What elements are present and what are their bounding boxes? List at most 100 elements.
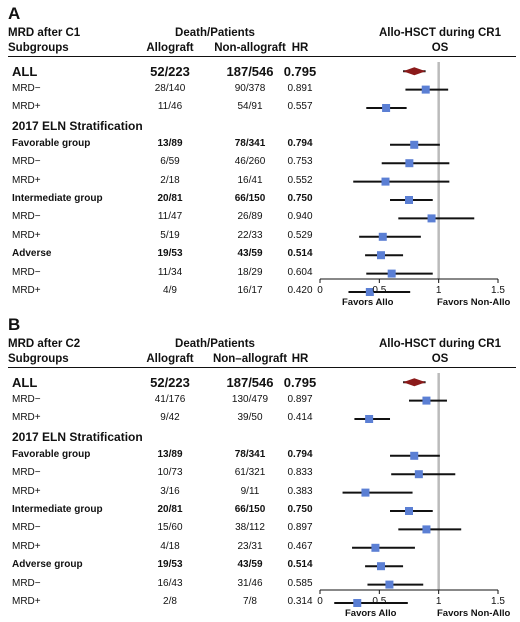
row-allo: 3/16 [160,485,180,497]
x-tick-label: 0 [317,596,323,607]
x-tick-label: 0.5 [372,596,386,607]
row-hr: 0.420 [287,285,313,296]
header-right-title: Allo-HSCT during CR1 [378,27,502,39]
row-label: Favorable group [12,448,91,460]
row-nonallo: 43/59 [237,248,263,260]
hr-square [371,543,380,552]
row-label: MRD− [12,393,41,405]
section-label: 2017 ELN Stratification [12,430,143,445]
favors-allo-label: Favors Allo [342,297,394,308]
header-col-allo: Allograft [146,353,194,365]
row-nonallo: 7/8 [243,596,257,607]
row-allo: 4/18 [160,540,180,552]
row-nonallo: 66/150 [234,504,266,515]
hr-square [376,562,385,571]
header-title-left: MRD after C2 [8,338,81,350]
row-nonallo: 61/321 [234,467,266,479]
row-label: MRD− [12,82,41,94]
favors-nonallo-label: Favors Non-Allo [437,608,511,619]
row-label: Intermediate group [12,193,103,204]
header-col-hr: HR [291,42,309,54]
header-col-hr: HR [291,353,309,365]
forest-panel-a: A MRD after C1 Death/Patients Allo-HSCT … [8,4,516,308]
row-label: MRD+ [12,174,41,186]
row-nonallo: 18/29 [237,266,263,278]
row-allo: 5/19 [160,229,180,241]
hr-square [381,177,390,186]
row-label: MRD+ [12,596,41,607]
hr-square [422,525,431,534]
hr-square [387,269,396,278]
x-tick-label: 0.5 [372,285,386,296]
row-nonallo: 26/89 [237,211,263,223]
row-allo: 20/81 [157,193,183,204]
hr-square [427,214,436,223]
row-nonallo: 54/91 [237,101,263,112]
row-hr: 0.604 [287,266,313,278]
row-nonallo: 130/479 [231,393,269,405]
header-subgroups: Subgroups [8,353,69,365]
row-hr: 0.897 [287,522,313,534]
row-nonallo: 39/50 [237,412,263,423]
row-nonallo: 16/41 [237,174,263,186]
row-nonallo: 78/341 [234,448,266,460]
section-label: 2017 ELN Stratification [12,119,143,134]
favors-nonallo-label: Favors Non-Allo [437,297,511,308]
row-hr: 0.753 [287,156,313,168]
hr-square [405,196,413,204]
x-tick-label: 1 [436,285,442,296]
row-allo: 41/176 [154,393,186,405]
panel-letter: A [8,4,21,23]
row-allo: 52/223 [150,64,190,80]
header-subgroups: Subgroups [8,42,69,54]
hr-square [361,488,370,497]
row-hr: 0.529 [287,229,313,241]
row-nonallo: 78/341 [234,137,266,149]
header-rule [8,367,516,368]
row-label: MRD+ [12,485,41,497]
row-nonallo: 187/546 [226,375,274,391]
forest-plot: 0 0.5 1 1.5 [317,62,505,296]
hr-square [385,580,394,589]
row-label: Favorable group [12,137,91,149]
hr-square [410,451,419,460]
row-nonallo: 187/546 [226,64,274,80]
row-allo: 28/140 [154,82,186,94]
row-label: ALL [12,375,38,391]
x-tick-label: 1 [436,596,442,607]
x-tick-label: 1.5 [491,596,505,607]
header-title-left: MRD after C1 [8,27,81,39]
favors-allo-label: Favors Allo [345,608,397,619]
row-allo: 13/89 [157,137,183,149]
row-hr: 0.795 [283,375,317,391]
header-rule [8,56,516,57]
row-allo: 20/81 [157,504,183,515]
row-hr: 0.557 [287,101,313,112]
header-group: Death/Patients [175,338,255,350]
row-hr: 0.940 [287,211,313,223]
row-label: MRD− [12,467,41,479]
hr-diamond [403,67,426,76]
row-allo: 6/59 [160,156,180,168]
row-hr: 0.795 [283,64,317,80]
row-label: MRD− [12,211,41,223]
header-col-os: OS [431,42,449,54]
row-allo: 4/9 [163,285,177,296]
header-col-allo: Allograft [146,42,194,54]
hr-square [378,232,387,241]
hr-square [376,251,385,260]
row-label: MRD− [12,577,41,589]
row-label: MRD− [12,522,41,534]
row-nonallo: 31/46 [237,577,263,589]
hr-square [405,159,414,168]
forest-plot: 0 0.5 1 1.5 [317,373,505,607]
row-label: Intermediate group [12,504,103,515]
row-hr: 0.897 [287,393,313,405]
row-allo: 11/34 [157,266,183,278]
row-nonallo: 90/378 [234,82,266,94]
row-nonallo: 43/59 [237,559,263,571]
row-hr: 0.467 [287,540,313,552]
row-allo: 13/89 [157,448,183,460]
row-allo: 2/8 [163,596,177,607]
hr-square [421,85,430,94]
